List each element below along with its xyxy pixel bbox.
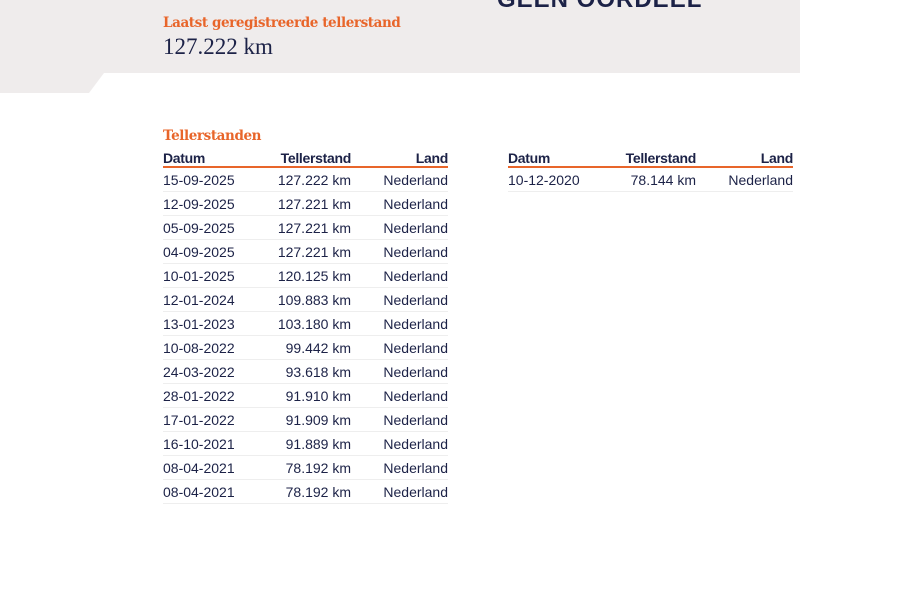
last-reading-label: Laatst geregistreerde tellerstand — [163, 15, 401, 31]
cell-country: Nederland — [351, 215, 448, 240]
table-row: 17-01-2022 91.909 km Nederland — [163, 407, 448, 432]
cell-reading: 91.889 km — [263, 431, 351, 456]
verdict-heading: GEEN OORDEEL — [497, 0, 702, 14]
cell-date: 10-08-2022 — [163, 335, 263, 360]
cell-country: Nederland — [351, 359, 448, 384]
last-reading-value: 127.222 km — [163, 34, 273, 59]
cell-date: 08-04-2021 — [163, 455, 263, 480]
column-header-date: Datum — [508, 148, 608, 168]
cell-reading: 78.144 km — [608, 167, 696, 192]
cell-date: 05-09-2025 — [163, 215, 263, 240]
cell-country: Nederland — [351, 407, 448, 432]
column-header-date: Datum — [163, 148, 263, 168]
cell-reading: 109.883 km — [263, 287, 351, 312]
table-row: 10-01-2025 120.125 km Nederland — [163, 263, 448, 288]
cell-reading: 127.221 km — [263, 191, 351, 216]
cell-date: 08-04-2021 — [163, 479, 263, 504]
cell-country: Nederland — [351, 479, 448, 504]
cell-date: 17-01-2022 — [163, 407, 263, 432]
column-header-country: Land — [351, 148, 448, 168]
table-row: 16-10-2021 91.889 km Nederland — [163, 431, 448, 456]
cell-reading: 93.618 km — [263, 359, 351, 384]
cell-reading: 120.125 km — [263, 263, 351, 288]
table-row: 24-03-2022 93.618 km Nederland — [163, 359, 448, 384]
cell-reading: 91.910 km — [263, 383, 351, 408]
cell-date: 24-03-2022 — [163, 359, 263, 384]
table-row: 15-09-2025 127.222 km Nederland — [163, 167, 448, 192]
cell-country: Nederland — [351, 311, 448, 336]
cell-date: 04-09-2025 — [163, 239, 263, 264]
cell-date: 15-09-2025 — [163, 167, 263, 192]
cell-country: Nederland — [696, 167, 793, 192]
section-title: Tellerstanden — [163, 128, 262, 144]
cell-country: Nederland — [351, 167, 448, 192]
cell-country: Nederland — [351, 263, 448, 288]
cell-reading: 127.222 km — [263, 167, 351, 192]
table-row: 12-09-2025 127.221 km Nederland — [163, 191, 448, 216]
table-row: 05-09-2025 127.221 km Nederland — [163, 215, 448, 240]
cell-date: 12-09-2025 — [163, 191, 263, 216]
cell-reading: 127.221 km — [263, 215, 351, 240]
table-row: 04-09-2025 127.221 km Nederland — [163, 239, 448, 264]
cell-country: Nederland — [351, 239, 448, 264]
table-row: 08-04-2021 78.192 km Nederland — [163, 479, 448, 504]
cell-date: 10-12-2020 — [508, 167, 608, 192]
cell-date: 12-01-2024 — [163, 287, 263, 312]
cell-reading: 78.192 km — [263, 479, 351, 504]
cell-reading: 78.192 km — [263, 455, 351, 480]
cell-date: 10-01-2025 — [163, 263, 263, 288]
cell-country: Nederland — [351, 431, 448, 456]
cell-date: 13-01-2023 — [163, 311, 263, 336]
table-row: 08-04-2021 78.192 km Nederland — [163, 455, 448, 480]
table-row: 10-12-2020 78.144 km Nederland — [508, 167, 793, 192]
cell-country: Nederland — [351, 287, 448, 312]
cell-reading: 91.909 km — [263, 407, 351, 432]
cell-country: Nederland — [351, 335, 448, 360]
odometer-table-left: Datum Tellerstand Land 15-09-2025 127.222… — [163, 148, 448, 504]
column-header-reading: Tellerstand — [263, 148, 351, 168]
cell-reading: 127.221 km — [263, 239, 351, 264]
table-row: 10-08-2022 99.442 km Nederland — [163, 335, 448, 360]
cell-reading: 103.180 km — [263, 311, 351, 336]
cell-country: Nederland — [351, 191, 448, 216]
cell-country: Nederland — [351, 383, 448, 408]
cell-date: 16-10-2021 — [163, 431, 263, 456]
table-row: 13-01-2023 103.180 km Nederland — [163, 311, 448, 336]
cell-date: 28-01-2022 — [163, 383, 263, 408]
odometer-table-right: Datum Tellerstand Land 10-12-2020 78.144 … — [508, 148, 793, 192]
cell-reading: 99.442 km — [263, 335, 351, 360]
cell-country: Nederland — [351, 455, 448, 480]
column-header-country: Land — [696, 148, 793, 168]
table-row: 12-01-2024 109.883 km Nederland — [163, 287, 448, 312]
table-row: 28-01-2022 91.910 km Nederland — [163, 383, 448, 408]
column-header-reading: Tellerstand — [608, 148, 696, 168]
